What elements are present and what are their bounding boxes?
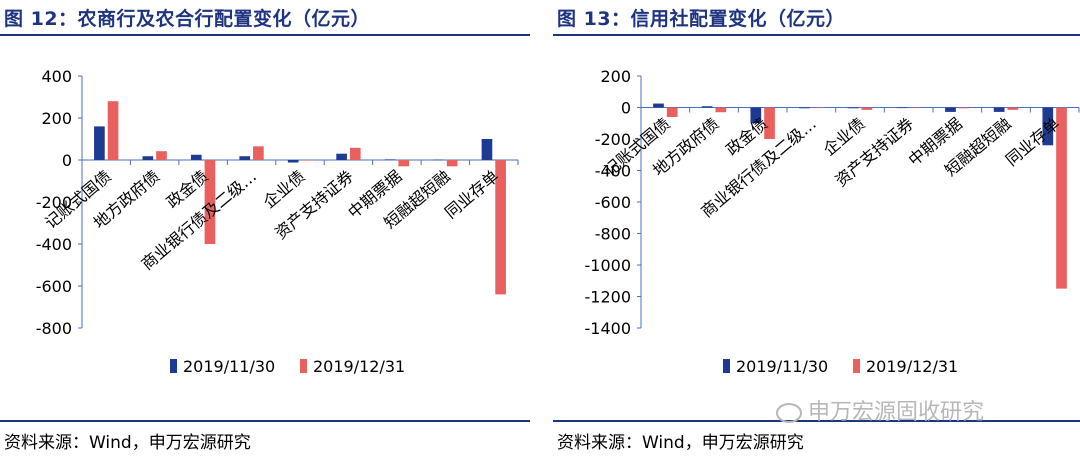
bar-series2	[398, 160, 410, 167]
bar-series1	[847, 107, 859, 109]
bar-series1	[287, 160, 299, 163]
bar-series2	[715, 107, 727, 113]
bar-series1	[799, 107, 810, 109]
bar-series1	[433, 159, 444, 161]
title-rule	[0, 34, 530, 36]
figure-12-panel: 图 12：农商行及农合行配置变化（亿元） 400 200 0 -200 -400 -600…	[0, 0, 530, 458]
bar-series1	[384, 159, 396, 160]
figure-12-title: 图 12：农商行及农合行配置变化（亿元）	[4, 8, 371, 30]
figure-13-chart: 200 0 -200 -400 -600 -800 -1000 -1200 -1400 记账式国债…	[553, 40, 1080, 412]
legend-swatch	[300, 359, 307, 373]
y-tick-label: -800	[36, 319, 72, 338]
source-rule	[0, 420, 530, 422]
y-tick-label: 0	[621, 99, 631, 118]
legend-swatch	[853, 359, 860, 373]
bar-series1	[945, 107, 956, 112]
bar-series1	[653, 103, 664, 108]
bar-series1	[336, 153, 347, 160]
y-tick-label: -200	[595, 130, 631, 149]
y-tick-label: 200	[600, 67, 631, 86]
legend-label: 2019/11/30	[183, 357, 275, 376]
bar-series2	[1056, 107, 1067, 289]
figure-12-source: 资料来源：Wind，申万宏源研究	[4, 433, 251, 453]
source-rule	[553, 420, 1080, 422]
figure-13-title: 图 13：信用社配置变化（亿元）	[557, 8, 846, 30]
bar-series1	[896, 107, 908, 109]
bar-series2	[253, 146, 264, 160]
bar-series1	[1042, 107, 1054, 146]
bar-series2	[301, 160, 313, 161]
y-tick-label: 400	[41, 67, 72, 86]
bar-series2	[1007, 107, 1019, 110]
y-tick-label: 0	[62, 151, 72, 170]
legend-label: 2019/12/31	[313, 357, 405, 376]
bar-series1	[94, 126, 105, 160]
y-tick-label: -400	[595, 162, 631, 181]
y-tick-label: -600	[595, 193, 631, 212]
wechat-icon	[776, 403, 802, 423]
figure-12-chart: 400 200 0 -200 -400 -600 -800 记账式国债 地方政府债 政金债 商业银行…	[0, 40, 530, 412]
x-category-label: 同业存单	[441, 167, 502, 223]
legend-swatch	[170, 359, 177, 373]
title-rule	[553, 34, 1080, 36]
legend-swatch	[723, 359, 730, 373]
legend-label: 2019/11/30	[736, 357, 828, 376]
bar-series1	[750, 107, 762, 124]
figure-13-chart-svg: 2000-200-400-600-800-1000-1200-1400记账式国债…	[585, 67, 1080, 376]
bar-series1	[993, 107, 1005, 112]
bar-series2	[764, 107, 775, 139]
bar-series2	[812, 107, 824, 109]
y-tick-label: -800	[595, 225, 631, 244]
bar-series2	[204, 160, 216, 244]
x-category-label: 同业存单	[1002, 114, 1063, 170]
figure-13-source: 资料来源：Wind，申万宏源研究	[557, 433, 804, 453]
bar-series2	[958, 107, 970, 109]
y-tick-label: -600	[36, 277, 72, 296]
bar-series2	[861, 107, 873, 110]
y-tick-label: -400	[36, 235, 72, 254]
bar-series2	[107, 101, 119, 160]
y-tick-label: -1000	[585, 256, 632, 275]
legend-label: 2019/12/31	[866, 357, 958, 376]
bar-series2	[349, 147, 361, 160]
bar-series2	[910, 107, 921, 109]
bar-series2	[446, 160, 458, 167]
y-tick-label: -1200	[585, 288, 632, 307]
bar-series1	[142, 156, 154, 160]
bar-series2	[495, 160, 506, 295]
bar-series1	[481, 139, 493, 160]
y-tick-label: 200	[41, 109, 72, 128]
watermark-text: 申万宏源固收研究	[808, 400, 985, 425]
bar-series2	[666, 107, 678, 117]
y-tick-label: -1400	[585, 319, 632, 338]
bar-series2	[156, 151, 167, 160]
watermark: 申万宏源固收研究	[776, 394, 984, 426]
bar-series1	[239, 156, 251, 160]
y-tick-label: -200	[36, 193, 72, 212]
bar-series1	[190, 154, 202, 160]
figure-13-panel: 图 13：信用社配置变化（亿元） 200 0 -200 -400 -600 -800 -10…	[553, 0, 1080, 458]
bar-series1	[701, 106, 713, 108]
